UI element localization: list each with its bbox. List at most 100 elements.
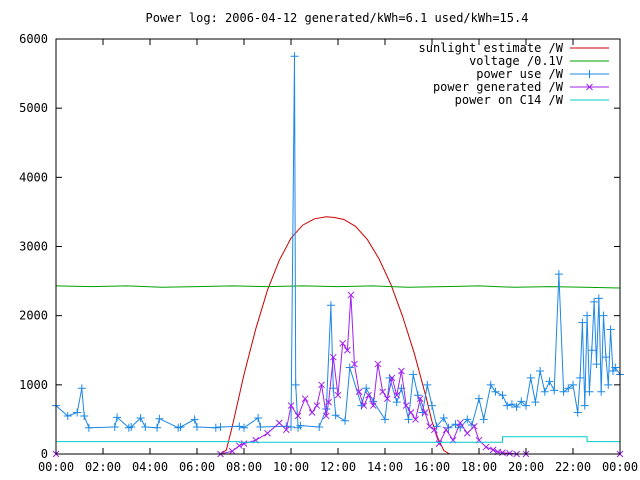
series-2 (52, 52, 624, 432)
data-point (318, 381, 325, 389)
data-point (416, 395, 424, 403)
data-point (489, 446, 497, 454)
data-point (228, 447, 236, 455)
series-line (56, 436, 620, 443)
x-tick-label: 22:00 (555, 460, 591, 474)
series-line (55, 285, 621, 289)
data-point (110, 423, 119, 432)
x-tick-label: 00:00 (38, 460, 74, 474)
data-point (282, 426, 290, 434)
data-point (84, 423, 93, 432)
data-point (512, 402, 521, 411)
chart-title: Power log: 2006-04-12 generated/kWh=6.1 … (146, 11, 529, 25)
data-point (597, 387, 606, 396)
data-point (254, 414, 263, 423)
legend-marker (585, 70, 594, 78)
data-point (63, 411, 72, 420)
legend-label: power generated /W (433, 80, 564, 94)
data-point (240, 440, 248, 447)
data-point (467, 420, 476, 429)
data-point (155, 414, 164, 423)
data-point (432, 422, 441, 431)
data-point (235, 422, 244, 431)
data-point (412, 416, 419, 423)
data-point (379, 388, 387, 396)
data-point (413, 391, 422, 400)
y-tick-label: 2000 (19, 309, 48, 323)
x-tick-label: 06:00 (179, 460, 215, 474)
legend-item: sunlight estimate /W (419, 41, 609, 55)
data-point (498, 391, 507, 400)
data-point (554, 270, 563, 279)
series-3 (52, 291, 624, 458)
data-point (296, 421, 305, 430)
data-point (294, 412, 302, 420)
data-point (256, 423, 265, 432)
data-point (275, 419, 283, 427)
data-point (576, 373, 585, 382)
x-tick-label: 12:00 (320, 460, 356, 474)
series-1 (55, 285, 621, 289)
data-point (564, 384, 573, 393)
data-point (392, 398, 401, 407)
data-point (80, 411, 89, 420)
data-point (383, 395, 391, 403)
data-point (594, 294, 603, 303)
x-tick-label: 16:00 (414, 460, 450, 474)
data-point (393, 391, 401, 399)
x-tick-label: 18:00 (461, 460, 497, 474)
data-point (339, 339, 347, 347)
data-point (211, 423, 220, 432)
data-point (351, 360, 358, 368)
x-tick-label: 02:00 (85, 460, 121, 474)
data-point (216, 423, 225, 432)
data-point (313, 402, 321, 409)
axis-layer: 0 1000 2000 3000 4000 5000 6000 00:00 02:00 04:00… (19, 32, 638, 474)
data-point (517, 397, 526, 406)
data-point (463, 429, 471, 437)
data-point (421, 409, 429, 416)
data-point (264, 429, 271, 437)
data-point (136, 414, 145, 423)
series-line (55, 56, 621, 429)
data-point (606, 325, 615, 334)
data-point (345, 363, 354, 372)
data-point (479, 415, 488, 424)
data-point (113, 413, 122, 422)
data-point (334, 391, 342, 399)
data-point (344, 346, 351, 354)
data-point (503, 401, 512, 410)
data-point (127, 423, 136, 432)
data-point (604, 380, 613, 389)
data-point (601, 353, 610, 362)
y-tick-label: 6000 (19, 32, 48, 46)
y-tick-label: 4000 (19, 170, 48, 184)
data-point (590, 297, 599, 306)
data-point (190, 415, 199, 424)
data-point (507, 400, 516, 409)
data-point (426, 422, 434, 430)
x-tick-label: 00:00 (602, 460, 638, 474)
data-point (540, 387, 549, 396)
data-point (573, 408, 582, 417)
data-point (315, 423, 324, 432)
data-point (329, 384, 338, 393)
data-point (404, 415, 413, 424)
data-point (176, 423, 185, 432)
data-point (435, 440, 443, 447)
data-point (291, 380, 300, 389)
data-point (360, 402, 368, 409)
data-point (287, 402, 295, 409)
legend-item: power on C14 /W (455, 93, 609, 107)
x-tick-label: 20:00 (508, 460, 544, 474)
data-point (439, 414, 448, 423)
data-point (407, 409, 415, 416)
data-point (580, 401, 589, 410)
data-point (583, 311, 592, 320)
data-point (470, 422, 478, 430)
data-point (329, 353, 337, 361)
data-point (402, 402, 410, 409)
legend-label: power on C14 /W (455, 93, 564, 107)
data-point (506, 449, 513, 457)
